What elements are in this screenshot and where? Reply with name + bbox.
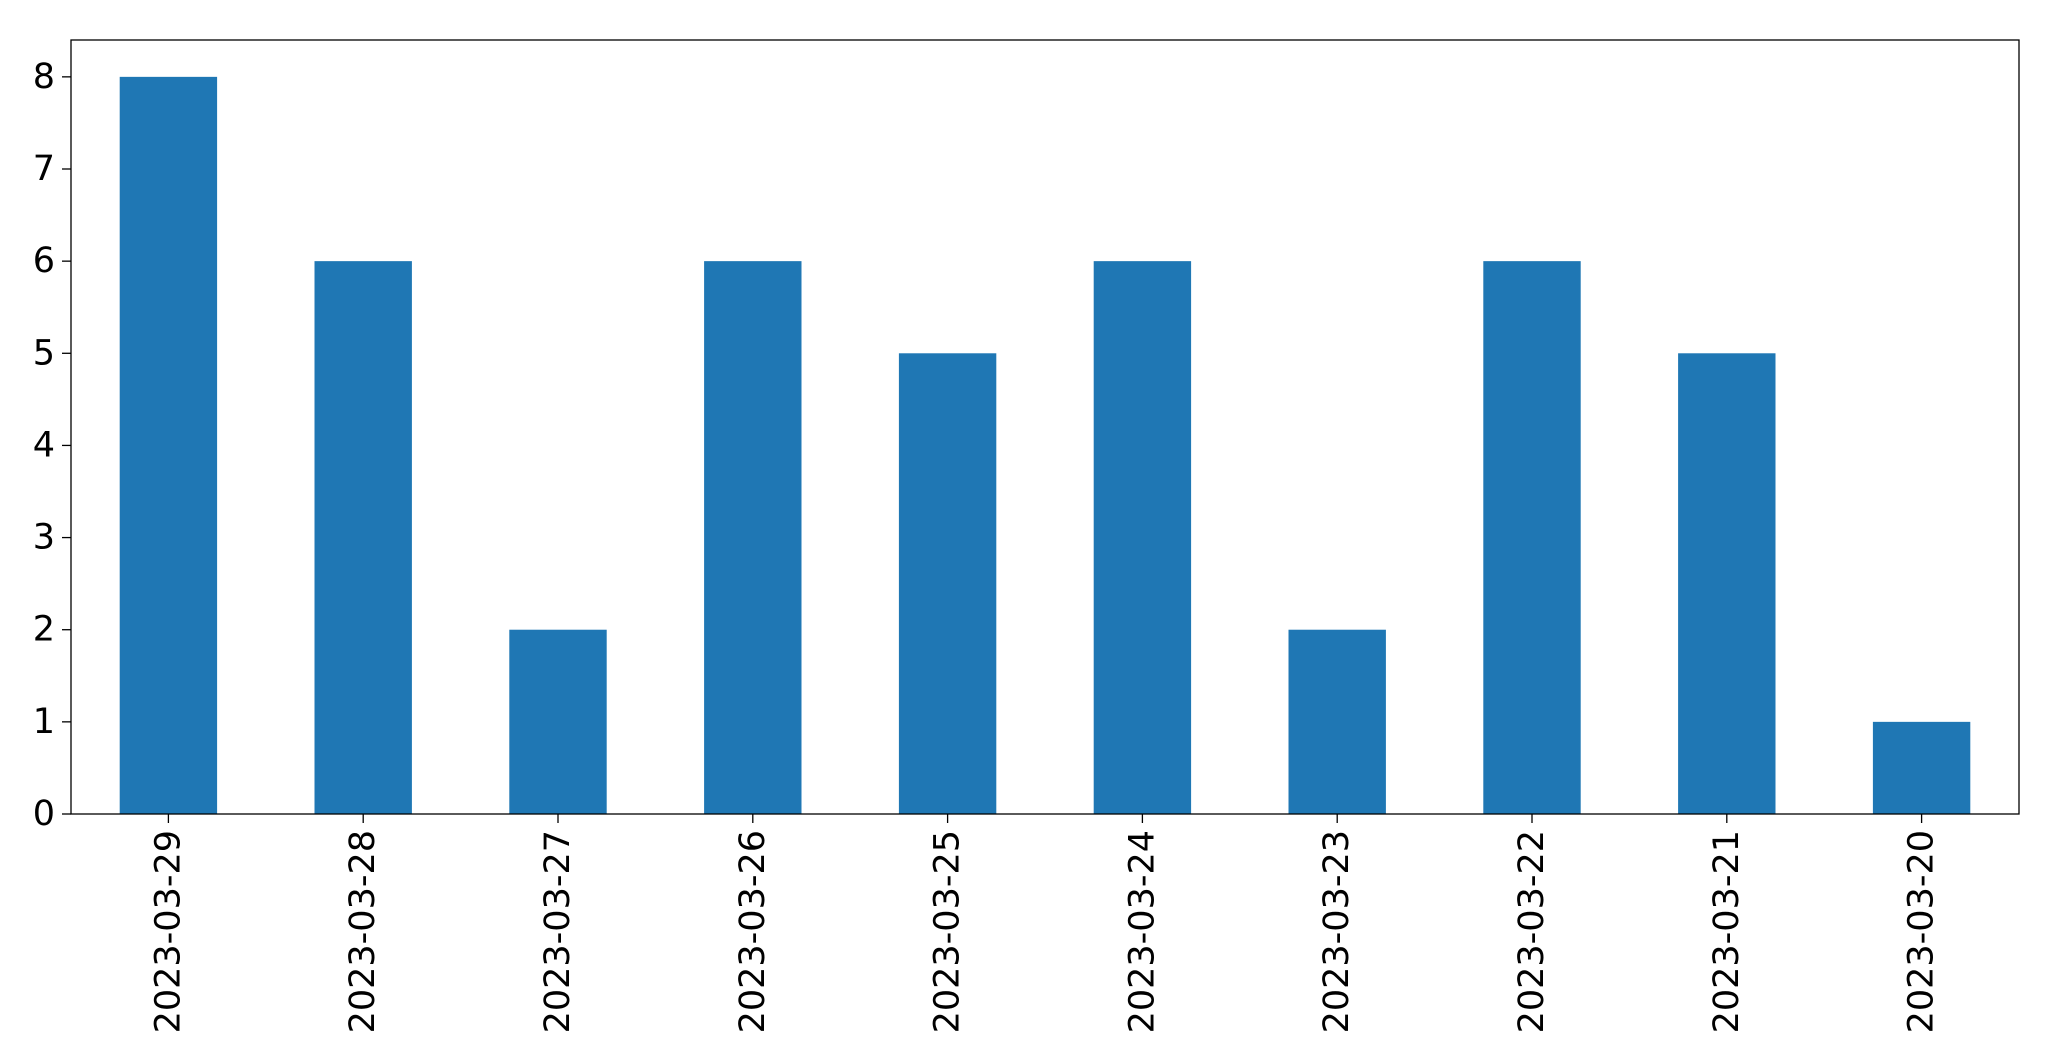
x-tick-label: 2023-03-28 (343, 830, 383, 1033)
x-tick-label: 2023-03-20 (1902, 830, 1942, 1033)
y-tick-label: 4 (33, 425, 55, 465)
x-axis: 2023-03-29 2023-03-28 2023-03-27 2023-03-26… (148, 814, 1942, 1033)
bar-2023-03-27 (509, 629, 607, 814)
bar-2023-03-20 (1872, 721, 1971, 814)
bar-2023-03-25 (898, 353, 997, 814)
bar-2023-03-24 (1093, 261, 1192, 815)
y-tick-label: 6 (33, 241, 55, 281)
bar-2023-03-26 (704, 261, 802, 815)
bars-group (119, 76, 1971, 815)
bar-2023-03-28 (314, 261, 412, 815)
y-tick-label: 2 (33, 610, 55, 650)
x-tick-label: 2023-03-25 (928, 830, 968, 1033)
bar-2023-03-23 (1288, 629, 1386, 814)
plot-frame (70, 39, 2020, 815)
y-tick-label: 3 (33, 518, 55, 558)
bar-2023-03-29 (119, 76, 218, 815)
y-tick-label: 8 (33, 57, 55, 97)
y-tick-label: 7 (33, 149, 55, 189)
bar-2023-03-21 (1678, 353, 1776, 814)
x-tick-label: 2023-03-23 (1317, 830, 1357, 1033)
x-tick-label: 2023-03-29 (148, 830, 188, 1033)
y-tick-label: 1 (33, 702, 55, 742)
y-tick-label: 0 (33, 794, 55, 834)
x-tick-label: 2023-03-22 (1512, 830, 1552, 1033)
x-tick-label: 2023-03-26 (733, 830, 773, 1033)
x-tick-label: 2023-03-27 (538, 830, 578, 1033)
x-tick-label: 2023-03-24 (1122, 830, 1162, 1033)
x-tick-label: 2023-03-21 (1707, 830, 1747, 1033)
y-axis: 0 1 2 3 4 5 6 7 8 (33, 57, 71, 834)
bar-2023-03-22 (1483, 261, 1581, 815)
y-tick-label: 5 (33, 333, 55, 373)
